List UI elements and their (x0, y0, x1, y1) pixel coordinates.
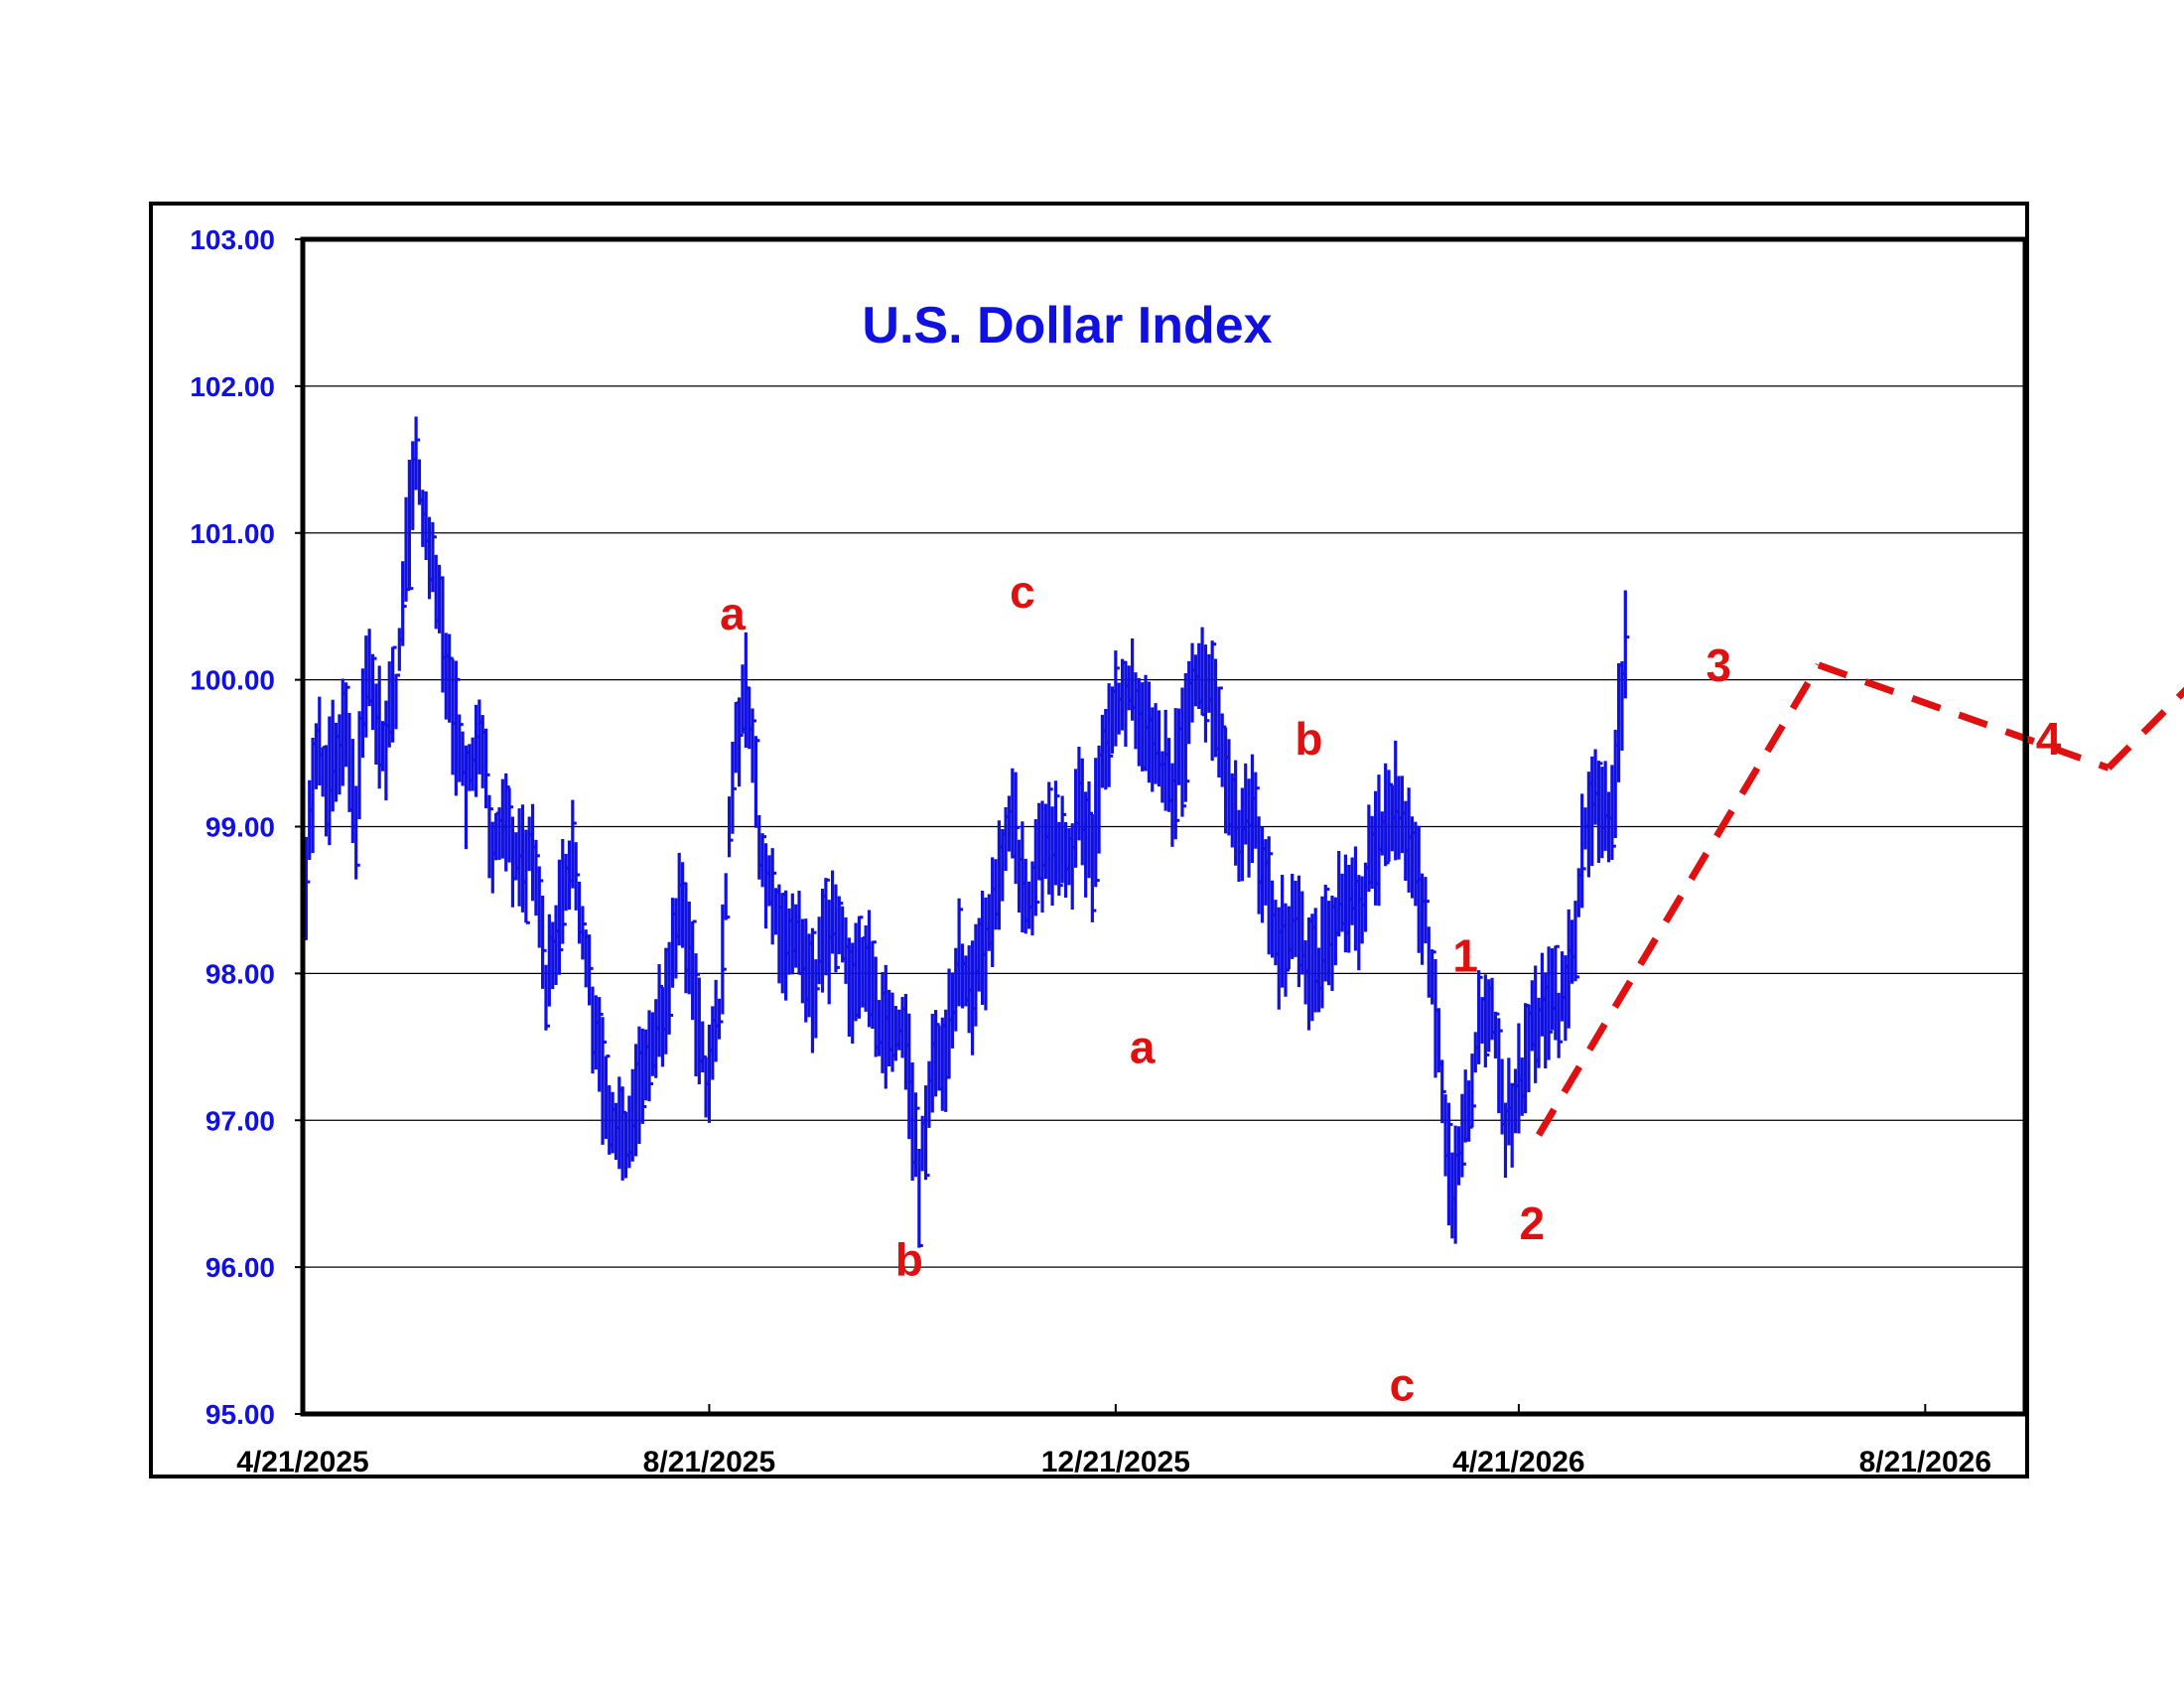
chart-title: U.S. Dollar Index (862, 297, 1272, 354)
y-tick-label: 95.00 (205, 1399, 275, 1430)
wave-label: a (720, 588, 746, 639)
wave-label: 3 (1706, 639, 1731, 691)
wave-label: 2 (1520, 1197, 1546, 1249)
y-tick-label: 103.00 (190, 224, 275, 255)
wave-label: b (1295, 713, 1322, 765)
projection-segment (1817, 661, 2111, 772)
y-tick-label: 98.00 (205, 958, 275, 989)
y-tick-label: 97.00 (205, 1105, 275, 1136)
x-axis-ticks: 4/21/2025 8/21/2025 12/21/2025 4/21/2026 8/2… (236, 1446, 1991, 1478)
y-tick-label: 96.00 (205, 1252, 275, 1283)
wave-labels: abcabc12345 (720, 566, 2062, 1411)
projection-segment (2106, 686, 2184, 771)
plot-area-border (300, 236, 2028, 1417)
wave-label: 1 (1452, 930, 1478, 982)
wave-label: c (1390, 1358, 1416, 1410)
y-axis-ticks: 95.00 96.00 97.00 98.00 99.00 100.00 101.00 102… (190, 224, 275, 1430)
x-tick-label: 12/21/2025 (1041, 1446, 1190, 1478)
grid-lines (295, 238, 2025, 1415)
wave-label: b (895, 1234, 923, 1286)
wave-label: a (1130, 1021, 1156, 1072)
x-tick-label: 4/21/2026 (1452, 1446, 1584, 1478)
wave-label: c (1010, 566, 1035, 618)
projection-segment (1536, 663, 1822, 1137)
x-tick-label: 8/21/2025 (643, 1446, 775, 1478)
y-tick-label: 99.00 (205, 812, 275, 843)
wave-label: 4 (2036, 713, 2062, 765)
x-tick-label: 4/21/2025 (236, 1446, 368, 1478)
y-tick-label: 101.00 (190, 518, 275, 549)
y-tick-label: 100.00 (190, 665, 275, 696)
price-bars (301, 416, 1630, 1248)
x-tick-label: 8/21/2026 (1859, 1446, 1991, 1478)
y-tick-label: 102.00 (190, 371, 275, 402)
projection-path (1536, 661, 2184, 1137)
